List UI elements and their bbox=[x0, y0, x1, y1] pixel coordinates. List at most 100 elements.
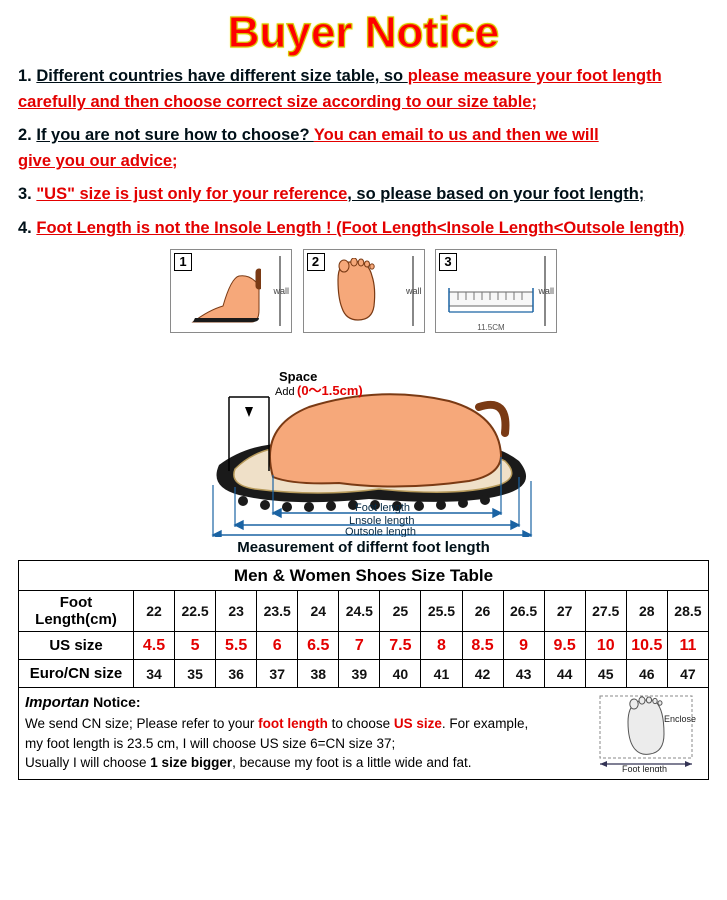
space-range: (0～1.5cm) bbox=[297, 383, 363, 398]
note-l1a: We send CN size; Please refer to your bbox=[25, 716, 258, 731]
foot-cell: 25.5 bbox=[421, 591, 462, 632]
notice-4-emph: Foot Length is not the Insole Length ! (… bbox=[36, 219, 684, 237]
ruler-value: 11.5CM bbox=[448, 323, 534, 332]
euro-cell: 43 bbox=[503, 660, 544, 688]
outsole-length-label: Outsole length bbox=[345, 526, 416, 537]
foot-cell: 28.5 bbox=[667, 591, 708, 632]
foot-cell: 27.5 bbox=[585, 591, 626, 632]
step-2-num: 2 bbox=[307, 253, 325, 271]
euro-cell: 45 bbox=[585, 660, 626, 688]
us-cell: 9.5 bbox=[544, 632, 585, 660]
notice-2-lead: If you are not sure how to choose? bbox=[36, 126, 313, 144]
notice-1: 1. Different countries have different si… bbox=[18, 64, 709, 115]
notice-2-emph2: give you our advice; bbox=[18, 152, 178, 170]
foot-cell: 26 bbox=[462, 591, 503, 632]
us-cell: 8 bbox=[421, 632, 462, 660]
wall-label-2: wall bbox=[406, 286, 422, 296]
us-cell: 7.5 bbox=[380, 632, 421, 660]
enclose-label: Enclose bbox=[664, 714, 696, 724]
table-row-us: US size 4.5 5 5.5 6 6.5 7 7.5 8 8.5 9 9.… bbox=[19, 632, 709, 660]
table-title: Men & Women Shoes Size Table bbox=[19, 561, 709, 591]
notice-3-num: 3. bbox=[18, 185, 32, 203]
foot-measurement-diagram: Space Add (0～1.5cm) Foot length Lnsole l bbox=[169, 337, 559, 537]
ruler-icon: 11.5CM bbox=[448, 286, 534, 316]
wall-label-1: wall bbox=[274, 286, 290, 296]
size-table: Men & Women Shoes Size Table Foot Length… bbox=[18, 560, 709, 688]
notice-4-num: 4. bbox=[18, 219, 32, 237]
us-cell: 7 bbox=[339, 632, 380, 660]
note-l3b: 1 size bigger bbox=[150, 755, 232, 770]
notice-1-emph1: please measure your foot length bbox=[408, 67, 662, 85]
foot-cell: 26.5 bbox=[503, 591, 544, 632]
note-l3c: , because my foot is a little wide and f… bbox=[232, 755, 471, 770]
notice-1-emph2: carefully and then choose correct size a… bbox=[18, 93, 537, 111]
foot-length-label: Foot length bbox=[355, 502, 410, 514]
row-label-us: US size bbox=[19, 632, 134, 660]
euro-cell: 40 bbox=[380, 660, 421, 688]
euro-cell: 47 bbox=[667, 660, 708, 688]
note-l1b: foot length bbox=[258, 716, 328, 731]
important-notice-block: Importan Notice: We send CN size; Please… bbox=[18, 688, 709, 779]
note-heading-b: Notice: bbox=[93, 694, 140, 710]
euro-cell: 46 bbox=[626, 660, 667, 688]
foot-cell: 22 bbox=[134, 591, 175, 632]
foot-side-icon bbox=[191, 266, 261, 324]
notice-2-emph1: You can email to us and then we will bbox=[314, 126, 599, 144]
euro-cell: 37 bbox=[257, 660, 298, 688]
euro-cell: 34 bbox=[134, 660, 175, 688]
table-title-row: Men & Women Shoes Size Table bbox=[19, 561, 709, 591]
us-cell: 6.5 bbox=[298, 632, 339, 660]
enclose-foot-icon: Enclose Foot length bbox=[590, 692, 702, 772]
enclose-foot-length: Foot length bbox=[622, 764, 667, 772]
notice-2: 2. If you are not sure how to choose? Yo… bbox=[18, 123, 709, 174]
foot-cell: 28 bbox=[626, 591, 667, 632]
us-cell: 5 bbox=[175, 632, 216, 660]
wall-label-3: wall bbox=[538, 286, 554, 296]
buyer-notice-page: { "title": "Buyer Notice", "notices": { … bbox=[0, 0, 727, 798]
table-row-foot: Foot Length(cm) 22 22.5 23 23.5 24 24.5 … bbox=[19, 591, 709, 632]
us-cell: 4.5 bbox=[134, 632, 175, 660]
notice-list: 1. Different countries have different si… bbox=[18, 64, 709, 241]
notice-3-emph-lead: "US" size is just only for your referenc… bbox=[36, 185, 347, 203]
us-cell: 10 bbox=[585, 632, 626, 660]
measurement-caption: Measurement of differnt foot length bbox=[18, 539, 709, 556]
euro-cell: 38 bbox=[298, 660, 339, 688]
foot-cell: 25 bbox=[380, 591, 421, 632]
notice-2-num: 2. bbox=[18, 126, 32, 144]
notice-3-tail: , so please based on your foot length; bbox=[347, 185, 644, 203]
step-1-box: 1 wall bbox=[170, 249, 292, 333]
foot-cell: 22.5 bbox=[175, 591, 216, 632]
foot-cell: 27 bbox=[544, 591, 585, 632]
row-label-foot: Foot Length(cm) bbox=[19, 591, 134, 632]
euro-cell: 39 bbox=[339, 660, 380, 688]
us-cell: 8.5 bbox=[462, 632, 503, 660]
table-row-euro: Euro/CN size 34 35 36 37 38 39 40 41 42 … bbox=[19, 660, 709, 688]
foot-cell: 24.5 bbox=[339, 591, 380, 632]
euro-cell: 42 bbox=[462, 660, 503, 688]
note-l1e: . For example, bbox=[442, 716, 528, 731]
notice-3: 3. "US" size is just only for your refer… bbox=[18, 182, 709, 208]
step-2-box: 2 wall bbox=[303, 249, 425, 333]
step-3-box: 3 wall 11.5CM bbox=[435, 249, 557, 333]
measure-steps-row: 1 wall 2 wall bbox=[18, 249, 709, 333]
step-1-num: 1 bbox=[174, 253, 192, 271]
us-cell: 9 bbox=[503, 632, 544, 660]
foot-cell: 24 bbox=[298, 591, 339, 632]
note-l1c: to choose bbox=[328, 716, 394, 731]
note-heading-a: Importan bbox=[25, 694, 89, 711]
step-3-num: 3 bbox=[439, 253, 457, 271]
euro-cell: 41 bbox=[421, 660, 462, 688]
space-add: Add bbox=[275, 386, 295, 398]
note-l3a: Usually I will choose bbox=[25, 755, 150, 770]
foot-cell: 23.5 bbox=[257, 591, 298, 632]
notice-1-lead: Different countries have different size … bbox=[36, 67, 407, 85]
euro-cell: 36 bbox=[216, 660, 257, 688]
us-cell: 6 bbox=[257, 632, 298, 660]
page-title: Buyer Notice bbox=[18, 8, 709, 58]
space-label: Space bbox=[279, 369, 317, 384]
notice-4: 4. Foot Length is not the Insole Length … bbox=[18, 216, 709, 242]
row-label-euro: Euro/CN size bbox=[19, 660, 134, 688]
us-cell: 10.5 bbox=[626, 632, 667, 660]
notice-1-num: 1. bbox=[18, 67, 32, 85]
foot-cell: 23 bbox=[216, 591, 257, 632]
